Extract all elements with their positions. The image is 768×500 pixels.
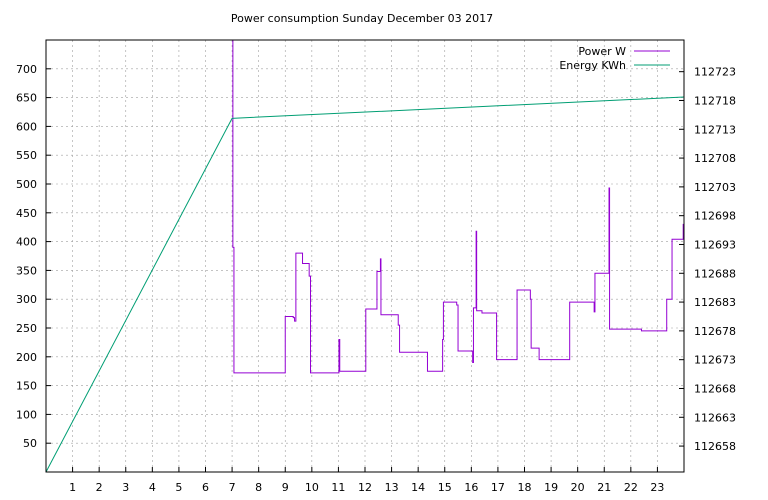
y-tick-label: 550 (16, 149, 37, 162)
y-tick-label: 50 (23, 437, 37, 450)
x-tick-label: 18 (518, 481, 532, 494)
series-line-energy-kwh (45, 96, 685, 473)
y2-tick-label: 112658 (694, 440, 736, 453)
y2-tick-label: 112713 (694, 123, 736, 136)
y2-tick-label: 112723 (694, 66, 736, 79)
x-tick-label: 12 (358, 481, 372, 494)
x-tick-label: 6 (202, 481, 209, 494)
x-tick-label: 3 (122, 481, 129, 494)
x-tick-label: 21 (597, 481, 611, 494)
x-tick-label: 16 (464, 481, 478, 494)
y-tick-label: 350 (16, 264, 37, 277)
x-tick-label: 15 (438, 481, 452, 494)
y-tick-label: 300 (16, 293, 37, 306)
y-tick-label: 600 (16, 120, 37, 133)
y-axis-right-labels: 112658 112663 112668 112673 112678 112683 1126… (694, 66, 736, 453)
x-tick-label: 23 (650, 481, 664, 494)
y-tick-label: 150 (16, 380, 37, 393)
y2-tick-label: 112718 (694, 94, 736, 107)
y-tick-label: 400 (16, 236, 37, 249)
y2-tick-label: 112663 (694, 411, 736, 424)
legend-label: Power W (578, 45, 626, 58)
x-tick-label: 17 (491, 481, 505, 494)
x-tick-label: 8 (255, 481, 262, 494)
legend-label: Energy KWh (559, 59, 626, 72)
y2-tick-label: 112678 (694, 325, 736, 338)
y-tick-label: 700 (16, 63, 37, 76)
y-tick-label: 450 (16, 207, 37, 220)
plot-series (45, 39, 685, 473)
x-tick-label: 20 (571, 481, 585, 494)
x-tick-label: 2 (96, 481, 103, 494)
x-tick-label: 7 (229, 481, 236, 494)
x-tick-label: 1 (69, 481, 76, 494)
y-tick-label: 250 (16, 322, 37, 335)
y2-tick-label: 112673 (694, 354, 736, 367)
x-tick-label: 5 (175, 481, 182, 494)
y2-tick-label: 112703 (694, 181, 736, 194)
y2-tick-label: 112698 (694, 210, 736, 223)
x-tick-label: 14 (411, 481, 425, 494)
y2-tick-label: 112693 (694, 238, 736, 251)
chart-title: Power consumption Sunday December 03 201… (231, 12, 493, 25)
x-tick-label: 4 (149, 481, 156, 494)
y2-tick-label: 112683 (694, 296, 736, 309)
y2-tick-label: 112668 (694, 382, 736, 395)
y-tick-label: 200 (16, 351, 37, 364)
grid-lines (46, 40, 684, 472)
x-tick-label: 19 (544, 481, 558, 494)
x-tick-label: 10 (305, 481, 319, 494)
x-tick-label: 13 (385, 481, 399, 494)
series-line-power-w (232, 39, 685, 374)
y2-tick-label: 112708 (694, 152, 736, 165)
y-axis-left-labels: 50 100 150 200 250 300 350 400 450 500 550 600 650 70… (16, 63, 37, 450)
x-axis-labels: 1 2 3 4 5 6 7 8 9 10 11 12 13 14 15 16 17 18 19 20 21 22 23 (69, 481, 664, 494)
x-tick-label: 11 (331, 481, 345, 494)
x-tick-label: 22 (624, 481, 638, 494)
y-tick-label: 650 (16, 92, 37, 105)
x-tick-label: 9 (282, 481, 289, 494)
tick-marks (46, 68, 684, 472)
y2-tick-label: 112688 (694, 267, 736, 280)
y-tick-label: 100 (16, 408, 37, 421)
y-tick-label: 500 (16, 178, 37, 191)
